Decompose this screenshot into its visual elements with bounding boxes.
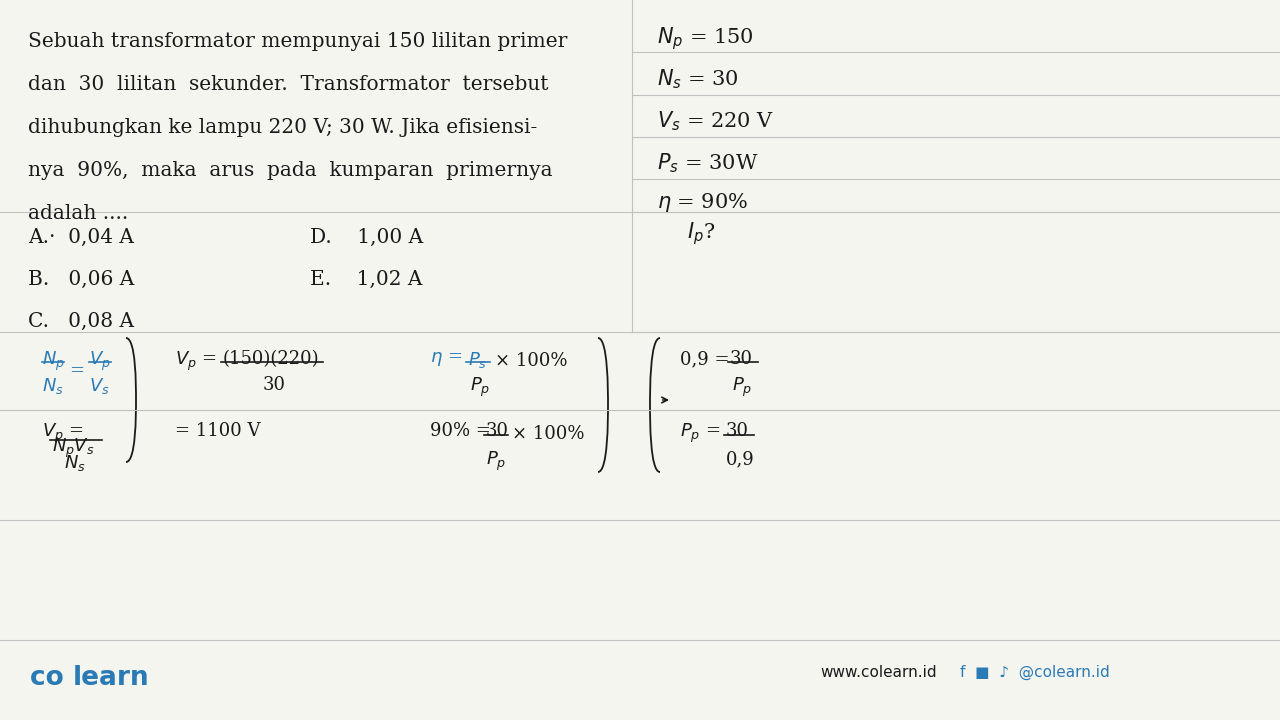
Text: =: = bbox=[69, 362, 84, 380]
Text: dan  30  lilitan  sekunder.  Transformator  tersebut: dan 30 lilitan sekunder. Transformator t… bbox=[28, 75, 549, 94]
Text: $P_p$: $P_p$ bbox=[732, 376, 753, 399]
Text: A.·  0,04 A: A.· 0,04 A bbox=[28, 228, 134, 247]
Text: $V_s$ = 220 V: $V_s$ = 220 V bbox=[657, 109, 774, 132]
Text: $N_s$: $N_s$ bbox=[42, 376, 64, 396]
Text: $V_p$ =: $V_p$ = bbox=[42, 422, 83, 445]
Text: = 1100 V: = 1100 V bbox=[175, 422, 261, 440]
Text: C.   0,08 A: C. 0,08 A bbox=[28, 312, 134, 331]
Text: www.colearn.id: www.colearn.id bbox=[820, 665, 937, 680]
Text: 30: 30 bbox=[726, 422, 749, 440]
Text: $\eta$ = 90%: $\eta$ = 90% bbox=[657, 191, 749, 214]
Text: $V_p$: $V_p$ bbox=[90, 350, 111, 373]
Text: 90% =: 90% = bbox=[430, 422, 490, 440]
Text: 30: 30 bbox=[730, 350, 753, 368]
Text: $\eta$ =: $\eta$ = bbox=[430, 350, 462, 368]
Text: × 100%: × 100% bbox=[512, 425, 585, 443]
Text: D.    1,00 A: D. 1,00 A bbox=[310, 228, 424, 247]
Text: co: co bbox=[29, 665, 73, 691]
Text: $N_s$: $N_s$ bbox=[64, 453, 86, 473]
Text: 0,9 =: 0,9 = bbox=[680, 350, 730, 368]
Text: learn: learn bbox=[73, 665, 150, 691]
Text: $V_p$ =: $V_p$ = bbox=[175, 350, 216, 373]
Text: (150)(220): (150)(220) bbox=[223, 350, 320, 368]
Text: 0,9: 0,9 bbox=[726, 450, 755, 468]
Text: B.   0,06 A: B. 0,06 A bbox=[28, 270, 134, 289]
Text: $P_p$: $P_p$ bbox=[470, 376, 490, 399]
Text: $P_p$ =: $P_p$ = bbox=[680, 422, 721, 445]
Text: 30: 30 bbox=[262, 376, 285, 394]
Text: $N_p V_s$: $N_p V_s$ bbox=[52, 437, 95, 460]
Text: $N_p$: $N_p$ bbox=[42, 350, 65, 373]
Text: $P_p$: $P_p$ bbox=[486, 450, 507, 473]
Text: f  ■  ♪  @colearn.id: f ■ ♪ @colearn.id bbox=[960, 665, 1110, 680]
Text: $N_p$ = 150: $N_p$ = 150 bbox=[657, 25, 754, 52]
Text: dihubungkan ke lampu 220 V; 30 W. Jika efisiensi-: dihubungkan ke lampu 220 V; 30 W. Jika e… bbox=[28, 118, 538, 137]
Text: $N_s$ = 30: $N_s$ = 30 bbox=[657, 67, 739, 91]
Text: 30: 30 bbox=[486, 422, 509, 440]
Text: $I_p$?: $I_p$? bbox=[687, 220, 716, 247]
Text: $P_s$ = 30W: $P_s$ = 30W bbox=[657, 151, 759, 175]
Text: nya  90%,  maka  arus  pada  kumparan  primernya: nya 90%, maka arus pada kumparan primern… bbox=[28, 161, 553, 180]
Text: $P_s$: $P_s$ bbox=[468, 350, 488, 370]
Text: adalah ....: adalah .... bbox=[28, 204, 128, 223]
Text: E.    1,02 A: E. 1,02 A bbox=[310, 270, 422, 289]
Text: × 100%: × 100% bbox=[495, 352, 567, 370]
Text: $V_s$: $V_s$ bbox=[90, 376, 110, 396]
Text: Sebuah transformator mempunyai 150 lilitan primer: Sebuah transformator mempunyai 150 lilit… bbox=[28, 32, 567, 51]
